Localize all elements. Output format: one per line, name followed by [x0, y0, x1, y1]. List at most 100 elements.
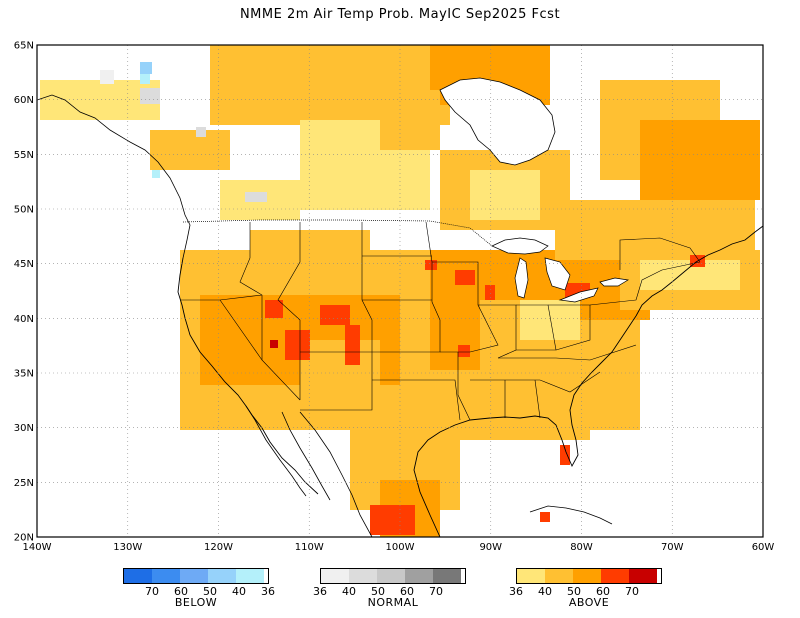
above-swatches: [516, 568, 662, 584]
normal-swatch: [377, 569, 405, 583]
lat-tick-label: 45N: [14, 259, 34, 270]
below-ticks: 70 60 50 40 36: [123, 584, 275, 598]
normal-swatch: [433, 569, 461, 583]
normal-swatch: [321, 569, 349, 583]
below-swatch: [236, 569, 264, 583]
above-tick-label: 40: [538, 585, 552, 598]
latitude-labels: 65N 60N 55N 50N 45N 40N 35N 30N 25N 20N: [14, 41, 34, 544]
normal-tick-label: 70: [429, 585, 443, 598]
shading-cell-other: [100, 70, 114, 84]
lat-tick-label: 40N: [14, 314, 34, 325]
lon-tick-label: 60W: [752, 542, 775, 553]
normal-tick-label: 40: [342, 585, 356, 598]
lon-tick-label: 80W: [570, 542, 593, 553]
lake-superior: [491, 237, 549, 255]
below-tick-label: 36: [261, 585, 275, 598]
lon-tick-label: 100W: [386, 542, 415, 553]
lon-tick-label: 130W: [113, 542, 142, 553]
shading-cell-other: [196, 127, 206, 137]
shading-cell: [150, 130, 230, 170]
baja-outline: [245, 405, 331, 501]
below-tick-label: 60: [174, 585, 188, 598]
lon-tick-label: 140W: [23, 542, 52, 553]
shading-cell-hot: [265, 300, 283, 318]
shading-cell-hot: [320, 305, 350, 325]
above-swatch: [629, 569, 657, 583]
normal-tick-label: 60: [400, 585, 414, 598]
below-swatch: [208, 569, 236, 583]
lat-tick-label: 60N: [14, 95, 34, 106]
canada-outline: [37, 94, 191, 259]
normal-label: NORMAL: [367, 596, 419, 609]
shading-cell-other: [140, 74, 150, 84]
legend-normal: 36 40 50 60 70 NORMAL: [313, 568, 466, 609]
below-tick-label: 40: [232, 585, 246, 598]
longitude-labels: 140W 130W 120W 110W 100W 90W 80W 70W 60W: [23, 542, 775, 553]
lon-tick-label: 70W: [661, 542, 684, 553]
shading-cell-hot: [485, 285, 495, 300]
shading-cell: [450, 380, 590, 440]
above-tick-label: 70: [625, 585, 639, 598]
shading-cell-hot: [458, 345, 470, 357]
lon-tick-label: 90W: [479, 542, 502, 553]
shading-cell-hot: [270, 340, 278, 348]
map-frame: [36, 44, 764, 538]
above-tick-label: 36: [509, 585, 523, 598]
shading-cell-other: [140, 62, 152, 74]
lat-tick-label: 65N: [14, 41, 34, 52]
hudson-bay-outline: [439, 77, 556, 166]
lake-huron: [544, 257, 571, 291]
lat-tick-label: 30N: [14, 423, 34, 434]
shading-cell-other: [152, 170, 160, 178]
above-label: ABOVE: [568, 596, 610, 609]
shading-cell-other: [245, 192, 267, 202]
shading-cell-hot: [370, 505, 415, 535]
below-tick-label: 70: [145, 585, 159, 598]
gulf-coast: [413, 315, 637, 537]
normal-tick-label: 36: [313, 585, 327, 598]
shading-cell-hot: [285, 330, 310, 360]
lake-ontario: [599, 277, 630, 287]
shading-cell-other: [140, 88, 160, 104]
above-swatch: [545, 569, 573, 583]
normal-swatch: [349, 569, 377, 583]
below-tick-label: 50: [203, 585, 217, 598]
cuba-outline: [529, 505, 613, 525]
us-west-coast: [177, 257, 319, 495]
lon-tick-label: 110W: [295, 542, 324, 553]
above-swatch: [601, 569, 629, 583]
below-swatches: [123, 568, 269, 584]
shading-cell: [520, 300, 580, 340]
shading-cell-hot: [455, 270, 475, 285]
below-swatch: [124, 569, 152, 583]
lat-tick-label: 25N: [14, 478, 34, 489]
lat-tick-label: 35N: [14, 369, 34, 380]
shading-cell-hot: [345, 325, 360, 365]
shading-cell: [640, 120, 760, 200]
above-tick-label: 50: [567, 585, 581, 598]
normal-swatch: [405, 569, 433, 583]
legend-below: 70 60 50 40 36 BELOW: [123, 568, 275, 609]
lon-tick-label: 120W: [204, 542, 233, 553]
canada-us-border: [182, 219, 493, 247]
mexico-west-coast: [299, 411, 373, 537]
above-ticks: 36 40 50 60 70: [509, 584, 662, 598]
shading-cell-hot: [425, 260, 437, 270]
shading-cell-hot: [560, 445, 570, 465]
legend-above: 36 40 50 60 70 ABOVE: [509, 568, 662, 609]
lake-erie: [558, 287, 599, 303]
normal-tick-label: 50: [371, 585, 385, 598]
us-east-coast: [635, 225, 763, 317]
below-swatch: [180, 569, 208, 583]
above-swatch: [517, 569, 545, 583]
graticule: [37, 45, 763, 537]
normal-swatches: [320, 568, 466, 584]
below-swatch: [152, 569, 180, 583]
map-title: NMME 2m Air Temp Prob. MayIC Sep2025 Fcs…: [239, 7, 561, 22]
shading-cell: [555, 200, 755, 260]
lat-tick-label: 20N: [14, 533, 34, 544]
below-label: BELOW: [174, 596, 218, 609]
shading-cell: [300, 340, 380, 420]
lake-michigan: [514, 257, 529, 299]
lat-tick-label: 55N: [14, 150, 34, 161]
